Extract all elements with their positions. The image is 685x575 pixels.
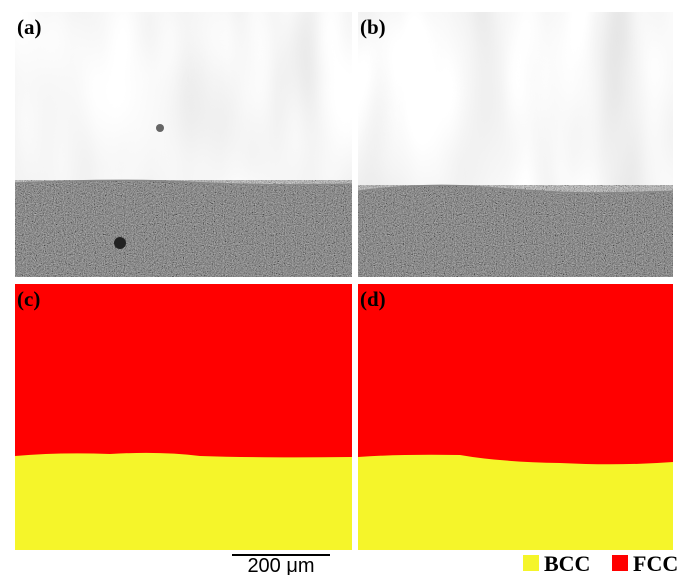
panel-label: (a) xyxy=(17,15,42,39)
panel-label: (b) xyxy=(360,15,386,39)
panel-label: (d) xyxy=(360,287,386,311)
micrograph-b xyxy=(358,12,673,277)
fusion-line xyxy=(358,184,673,194)
panel-label: (c) xyxy=(17,287,40,311)
substrate-texture xyxy=(15,180,352,277)
fusion-line xyxy=(15,179,352,186)
phase-map-c xyxy=(15,284,352,550)
phase-map-d xyxy=(358,284,673,550)
substrate-texture xyxy=(358,185,673,277)
legend-swatch xyxy=(523,555,539,571)
legend-swatch xyxy=(612,555,628,571)
scale-bar-label: 200 μm xyxy=(247,555,314,575)
bcc-region xyxy=(15,452,352,550)
pore xyxy=(114,237,126,249)
legend-label: BCC xyxy=(544,551,590,575)
pore xyxy=(156,124,164,132)
micrograph-a xyxy=(15,12,352,277)
legend-label: FCC xyxy=(633,551,678,575)
bcc-region xyxy=(358,454,673,550)
